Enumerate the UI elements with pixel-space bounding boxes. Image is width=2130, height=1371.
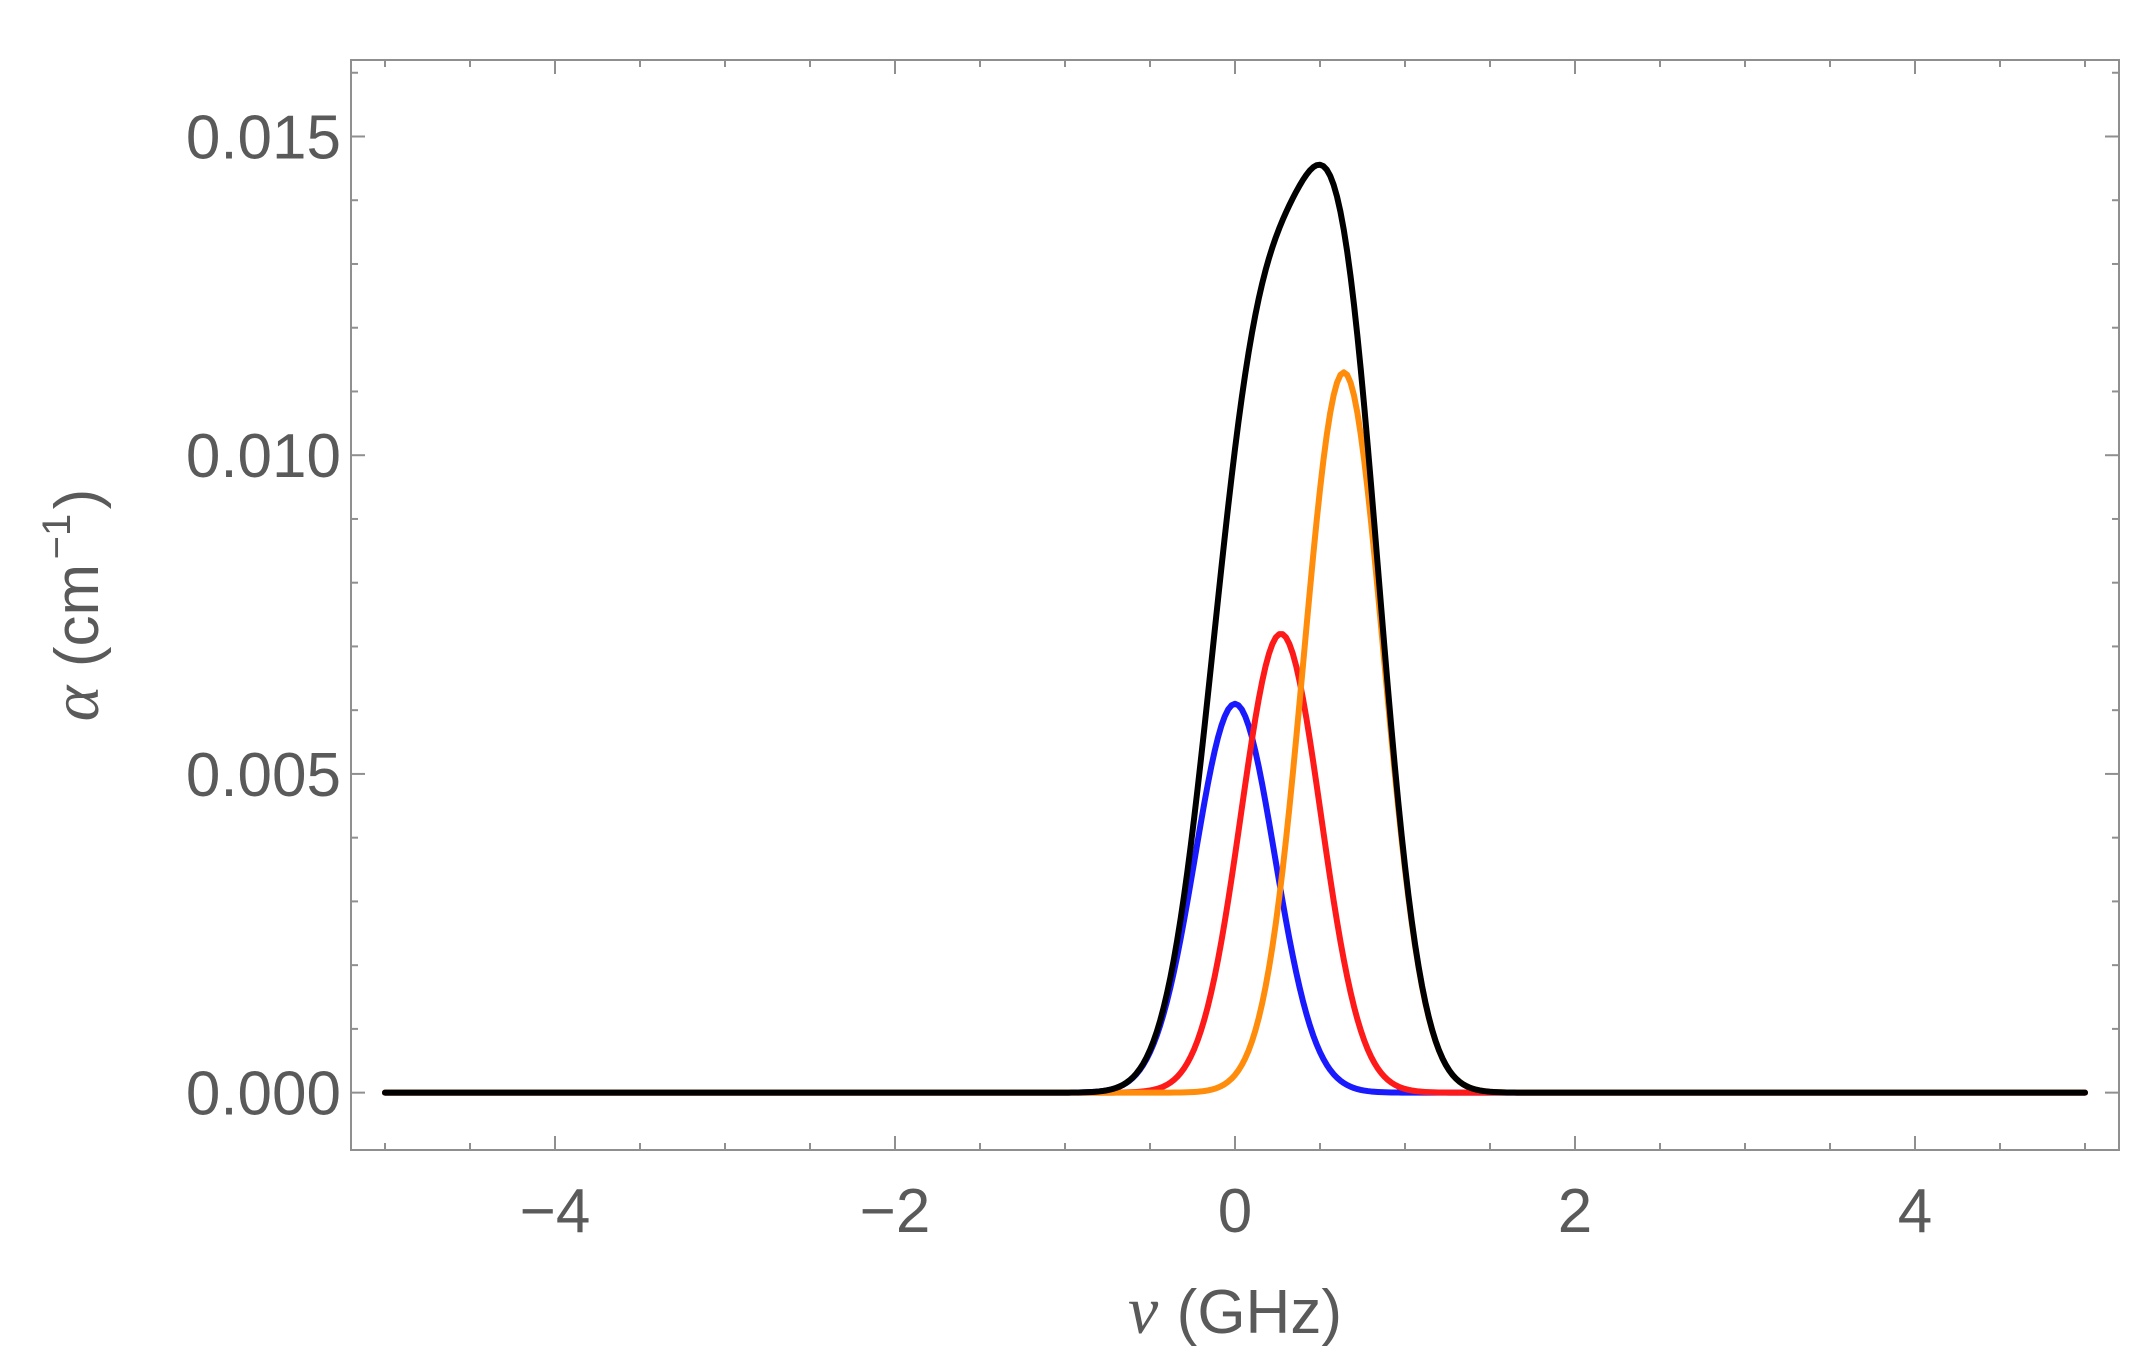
- series-line-3: [382, 369, 2088, 1096]
- y-axis-label: α (cm −1 ): [35, 489, 113, 722]
- axis-ticks: [351, 60, 2119, 1150]
- y-axis-unit-close: ): [43, 489, 112, 510]
- x-axis-unit: (GHz): [1177, 1278, 1342, 1347]
- plot-frame: [350, 59, 2120, 1151]
- x-axis-symbol: ν: [1128, 1272, 1159, 1348]
- x-axis-label: ν (GHz): [1128, 1272, 1342, 1348]
- x-tick-label: 2: [1558, 1177, 1592, 1246]
- series-line-4: [382, 161, 2088, 1096]
- x-tick-label: 4: [1898, 1177, 1932, 1246]
- series-group: [382, 161, 2088, 1096]
- y-axis-symbol: α: [37, 684, 113, 721]
- x-tick-label: −2: [860, 1177, 931, 1246]
- x-tick-label: 0: [1218, 1177, 1252, 1246]
- y-axis-unit-open: (cm: [43, 564, 112, 667]
- y-tick-label: 0.010: [186, 422, 341, 491]
- series-line-1: [382, 700, 2088, 1096]
- tick-labels: −4 −2 0 2 4 0.000 0.005 0.010 0.015: [186, 103, 1932, 1246]
- y-tick-label: 0.005: [186, 741, 341, 810]
- x-tick-label: −4: [520, 1177, 591, 1246]
- y-tick-label: 0.000: [186, 1060, 341, 1129]
- y-tick-label: 0.015: [186, 103, 341, 172]
- y-axis-unit-sup: −1: [35, 514, 79, 560]
